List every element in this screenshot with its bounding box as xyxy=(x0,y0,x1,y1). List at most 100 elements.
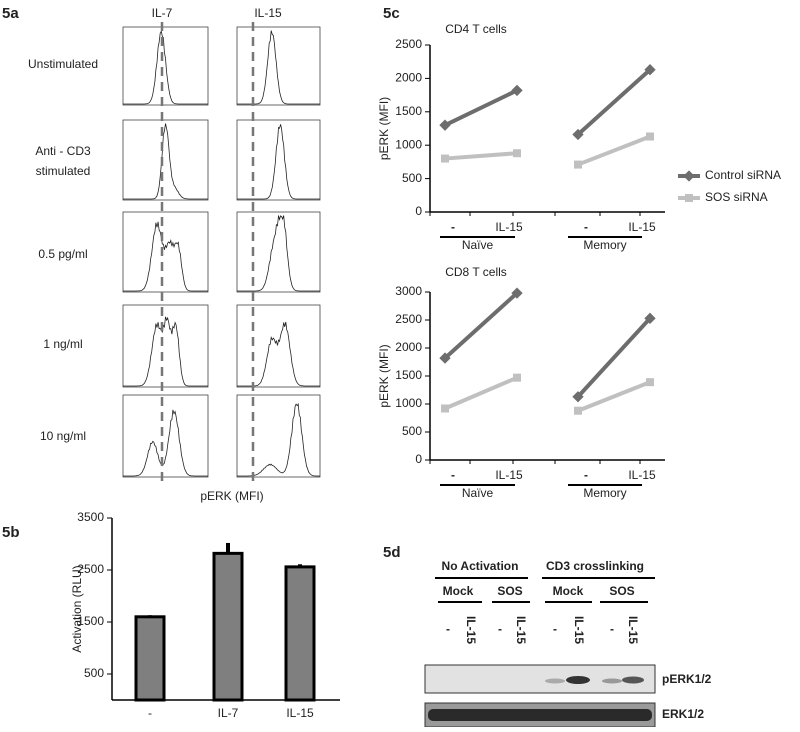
point xyxy=(513,149,521,158)
histogram-frame xyxy=(236,119,321,201)
y-tick-label: 2500 xyxy=(77,562,104,576)
y-label: Activation (RLU) xyxy=(70,565,84,652)
y-tick-label: 1500 xyxy=(395,104,422,118)
row-label: 10 ng/ml xyxy=(40,429,86,443)
y-tick-label: 1000 xyxy=(395,396,422,410)
x-tick-label: - xyxy=(584,468,588,482)
series-line xyxy=(576,68,652,136)
point xyxy=(441,404,449,413)
y-tick-label: 1000 xyxy=(395,137,422,151)
x-tick-label: IL-15 xyxy=(628,468,656,482)
histogram-curve xyxy=(123,316,208,387)
y-tick-label: 500 xyxy=(402,171,422,185)
series-line xyxy=(577,134,651,167)
histogram-frame xyxy=(236,211,321,293)
histogram-frame xyxy=(236,304,321,388)
y-tick-label: 0 xyxy=(415,204,422,218)
y-tick-label: 500 xyxy=(402,424,422,438)
subgroup-label: Mock xyxy=(443,584,474,598)
histogram-frame xyxy=(122,211,209,293)
group-label: CD3 crosslinking xyxy=(546,559,644,573)
x-tick-label: - xyxy=(584,220,588,234)
lane-label: IL-15 xyxy=(626,616,640,644)
band xyxy=(602,678,622,684)
western-blot: 5d No Activation CD3 crosslinking Mock S… xyxy=(383,544,712,728)
point xyxy=(439,352,451,364)
row-label: Unstimulated xyxy=(28,57,98,71)
histogram-curve xyxy=(237,321,320,387)
histogram-frame xyxy=(122,394,209,478)
lane-label: - xyxy=(610,622,614,636)
lane-label: - xyxy=(446,622,450,636)
histogram-curve xyxy=(237,124,320,200)
series-line xyxy=(577,380,651,413)
chart-title: CD4 T cells xyxy=(445,22,507,36)
point xyxy=(511,287,523,299)
column-label: IL-15 xyxy=(254,6,282,20)
chart-title: CD8 T cells xyxy=(445,265,507,279)
x-tick-label: IL-15 xyxy=(495,220,523,234)
series-line xyxy=(444,88,518,127)
histogram-frame xyxy=(122,304,209,388)
lane-label: IL-15 xyxy=(464,616,478,644)
y-tick-label: 1500 xyxy=(395,368,422,382)
group-label: Naïve xyxy=(462,486,494,500)
group-label: Memory xyxy=(583,238,626,252)
series-line xyxy=(444,375,518,411)
group-label: Naïve xyxy=(462,238,494,252)
group-label: Memory xyxy=(583,486,626,500)
row-label: pERK1/2 xyxy=(662,672,712,686)
point xyxy=(513,373,521,382)
legend-marker xyxy=(685,194,693,202)
x-tick-label: - xyxy=(451,468,455,482)
point xyxy=(646,132,654,141)
subgroup-label: Mock xyxy=(553,584,584,598)
histogram-curve xyxy=(123,221,208,292)
band xyxy=(545,678,565,684)
histogram-frame xyxy=(236,394,321,478)
histogram-frame xyxy=(122,119,209,201)
column-label: IL-7 xyxy=(152,6,173,20)
y-tick-label: 2000 xyxy=(395,340,422,354)
point xyxy=(646,378,654,387)
panel-label: 5d xyxy=(383,544,401,561)
point xyxy=(441,154,449,163)
lane-label: IL-15 xyxy=(514,616,528,644)
y-tick-label: 500 xyxy=(84,666,104,680)
y-tick-label: 3500 xyxy=(77,510,104,524)
histogram-frame xyxy=(122,26,209,106)
row-label: 1 ng/ml xyxy=(43,337,82,351)
bar xyxy=(212,551,244,702)
lane-labels: - IL-15- IL-15- IL-15- IL-15 xyxy=(446,616,640,644)
y-tick-label: 2000 xyxy=(395,71,422,85)
group-label: No Activation xyxy=(442,559,519,573)
panel-label: 5b xyxy=(2,524,20,541)
y-label: pERK (MFI) xyxy=(377,344,391,407)
x-tick-label: - xyxy=(451,220,455,234)
histogram-frame xyxy=(236,26,321,106)
point xyxy=(574,160,582,169)
histogram-curve xyxy=(237,30,320,105)
x-tick-label: IL-15 xyxy=(286,706,314,720)
histogram-curve xyxy=(123,123,208,200)
x-tick-label: IL-15 xyxy=(628,220,656,234)
histogram-curve xyxy=(123,409,208,477)
band xyxy=(622,676,644,684)
series-line xyxy=(576,316,652,399)
series-line xyxy=(444,151,518,161)
legend-label: SOS siRNA xyxy=(705,190,768,204)
x-tick-label: IL-15 xyxy=(495,468,523,482)
row-label: 0.5 pg/ml xyxy=(38,247,87,261)
x-tick-label: - xyxy=(148,706,152,720)
point xyxy=(572,128,584,141)
subgroup-label: SOS xyxy=(497,584,522,598)
y-label: pERK (MFI) xyxy=(377,97,391,160)
y-tick-label: 3000 xyxy=(395,284,422,298)
subgroup-label: SOS xyxy=(609,584,634,598)
point xyxy=(644,312,656,324)
panel-label: 5c xyxy=(383,5,400,22)
y-tick-label: 1500 xyxy=(77,614,104,628)
y-tick-label: 0 xyxy=(415,452,422,466)
histogram-curve xyxy=(237,402,320,477)
